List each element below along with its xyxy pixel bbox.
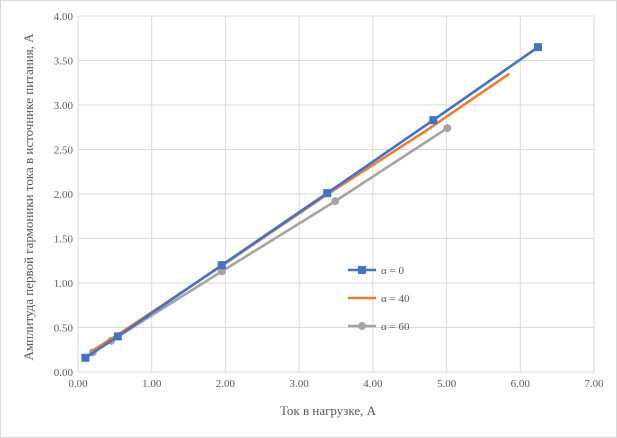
tick-labels: 0.00 1.00 2.00 3.00 4.00 5.00 6.00 7.00 0.00 0.50… [54, 11, 604, 390]
legend-label: α = 60 [381, 321, 410, 333]
x-axis-title: Ток в нагрузке, А [280, 403, 377, 418]
grid-lines [77, 15, 595, 373]
x-tick-label: 0.00 [68, 378, 88, 390]
legend-marker [358, 266, 366, 274]
x-tick-label: 3.00 [290, 378, 310, 390]
data-point-marker [533, 43, 542, 52]
series [81, 43, 542, 362]
x-tick-label: 1.00 [142, 378, 162, 390]
x-tick-label: 2.00 [216, 378, 236, 390]
x-tick-label: 6.00 [511, 378, 531, 390]
legend-item: α = 40 [348, 293, 410, 305]
data-point-marker [217, 267, 226, 276]
y-tick-label: 1.50 [54, 234, 74, 246]
y-tick-label: 0.50 [54, 323, 74, 335]
series-group [81, 43, 542, 362]
x-tick-label: 5.00 [437, 378, 457, 390]
series-line [84, 46, 539, 359]
x-tick-label: 4.00 [363, 378, 383, 390]
data-point-marker [443, 124, 452, 133]
legend-item: α = 60 [348, 321, 410, 333]
y-tick-label: 3.00 [54, 100, 74, 112]
legend-item: α = 0 [348, 265, 404, 277]
legend-label: α = 0 [381, 265, 404, 277]
y-tick-label: 2.00 [54, 189, 74, 201]
data-point-marker [323, 189, 332, 198]
legend-label: α = 40 [381, 293, 410, 305]
data-point-marker [429, 116, 438, 125]
data-point-marker [217, 261, 226, 270]
y-axis-title: Амплитуда первой гармоники тока в источн… [21, 33, 36, 361]
legend: α = 0 α = 40 α = 60 [348, 265, 410, 333]
y-tick-label: 4.00 [54, 11, 74, 23]
x-tick-label: 7.00 [584, 378, 604, 390]
y-tick-label: 2.50 [54, 145, 74, 157]
y-tick-label: 1.00 [54, 278, 74, 290]
y-tick-label: 0.00 [54, 367, 74, 379]
legend-marker [358, 322, 366, 330]
data-point-marker [81, 353, 90, 362]
y-tick-label: 3.50 [54, 56, 74, 68]
data-point-marker [331, 197, 340, 206]
data-point-marker [113, 332, 122, 341]
